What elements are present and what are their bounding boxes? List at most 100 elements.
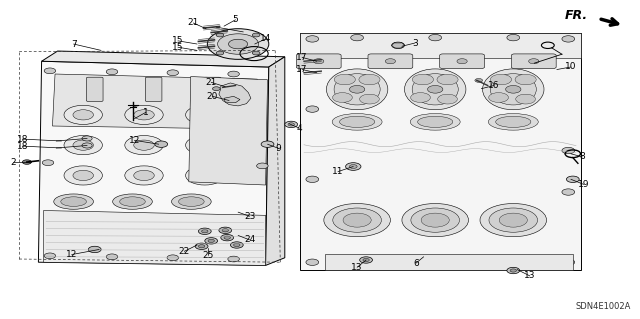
Polygon shape: [224, 96, 240, 103]
Text: 11: 11: [332, 167, 344, 176]
Circle shape: [219, 227, 232, 234]
Circle shape: [333, 93, 352, 102]
Polygon shape: [325, 254, 573, 270]
Circle shape: [64, 105, 102, 124]
Ellipse shape: [412, 74, 458, 105]
Circle shape: [516, 94, 536, 104]
Text: 19: 19: [578, 180, 589, 189]
Circle shape: [421, 213, 449, 227]
Circle shape: [428, 85, 443, 93]
Circle shape: [252, 33, 260, 37]
Circle shape: [134, 140, 154, 150]
Text: 16: 16: [488, 81, 500, 90]
Circle shape: [134, 110, 154, 120]
Text: 1: 1: [143, 108, 148, 117]
Ellipse shape: [172, 194, 211, 209]
Ellipse shape: [120, 197, 145, 206]
Polygon shape: [42, 51, 285, 67]
Circle shape: [167, 70, 179, 76]
FancyBboxPatch shape: [440, 54, 484, 69]
Circle shape: [186, 105, 224, 124]
Circle shape: [360, 94, 380, 104]
Circle shape: [202, 230, 208, 233]
Text: 18: 18: [17, 135, 28, 144]
Text: 12: 12: [66, 250, 77, 259]
Circle shape: [457, 59, 467, 64]
Circle shape: [429, 261, 442, 267]
Circle shape: [208, 239, 214, 242]
Text: 8: 8: [580, 152, 585, 161]
Circle shape: [82, 143, 92, 148]
Circle shape: [125, 166, 163, 185]
Circle shape: [363, 258, 369, 262]
Circle shape: [198, 245, 205, 248]
Circle shape: [167, 255, 179, 261]
Circle shape: [314, 59, 324, 64]
Circle shape: [385, 59, 396, 64]
Circle shape: [44, 68, 56, 74]
Circle shape: [134, 170, 154, 181]
Circle shape: [360, 257, 372, 263]
Ellipse shape: [332, 114, 382, 130]
Circle shape: [346, 163, 361, 170]
Text: 3: 3: [412, 39, 417, 48]
Text: 23: 23: [244, 212, 255, 221]
Text: 17: 17: [296, 65, 308, 74]
Circle shape: [306, 259, 319, 265]
Text: 24: 24: [244, 235, 255, 244]
FancyBboxPatch shape: [296, 54, 341, 69]
Circle shape: [88, 246, 101, 253]
Circle shape: [334, 74, 355, 85]
Text: 22: 22: [179, 247, 190, 256]
Circle shape: [82, 136, 92, 141]
Circle shape: [22, 160, 31, 164]
Circle shape: [195, 170, 215, 181]
Circle shape: [228, 256, 239, 262]
Circle shape: [480, 204, 547, 237]
Ellipse shape: [61, 197, 86, 206]
Polygon shape: [266, 57, 285, 265]
Circle shape: [44, 253, 56, 259]
Circle shape: [222, 229, 228, 232]
Circle shape: [195, 140, 215, 150]
Circle shape: [186, 136, 224, 155]
Polygon shape: [38, 61, 269, 265]
FancyBboxPatch shape: [204, 77, 221, 101]
Circle shape: [562, 189, 575, 195]
Circle shape: [261, 141, 274, 147]
Text: 5: 5: [233, 15, 238, 24]
Circle shape: [507, 261, 520, 267]
Circle shape: [411, 93, 430, 102]
Polygon shape: [219, 83, 251, 106]
Polygon shape: [300, 33, 581, 270]
FancyBboxPatch shape: [145, 77, 162, 101]
Ellipse shape: [410, 114, 460, 130]
Ellipse shape: [483, 69, 544, 110]
Circle shape: [351, 261, 364, 267]
Ellipse shape: [495, 116, 531, 128]
Circle shape: [228, 71, 239, 77]
Text: 25: 25: [202, 251, 214, 260]
Circle shape: [230, 242, 243, 248]
Text: 7: 7: [71, 40, 76, 48]
Circle shape: [566, 176, 579, 182]
Circle shape: [73, 170, 93, 181]
Circle shape: [252, 51, 260, 55]
Circle shape: [125, 136, 163, 155]
Text: 21: 21: [205, 78, 217, 87]
Circle shape: [228, 39, 248, 49]
Circle shape: [106, 69, 118, 75]
Circle shape: [349, 85, 365, 93]
Circle shape: [507, 34, 520, 41]
Polygon shape: [44, 211, 266, 265]
Text: 15: 15: [172, 36, 184, 45]
Circle shape: [218, 34, 259, 54]
Circle shape: [186, 166, 224, 185]
Circle shape: [411, 208, 460, 232]
Circle shape: [349, 165, 357, 168]
Text: 12: 12: [129, 136, 140, 145]
Circle shape: [475, 78, 483, 82]
Circle shape: [42, 160, 54, 166]
Ellipse shape: [418, 116, 453, 128]
Circle shape: [216, 51, 224, 55]
